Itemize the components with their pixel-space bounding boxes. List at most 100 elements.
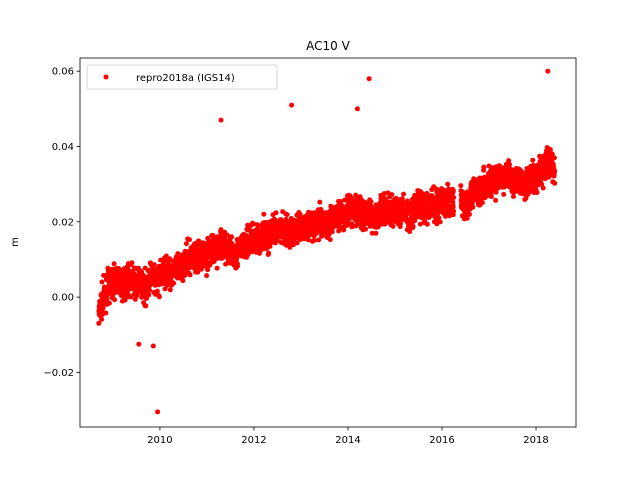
data-point — [235, 263, 240, 269]
data-point — [450, 188, 456, 194]
data-point — [99, 316, 105, 322]
data-point — [218, 227, 224, 233]
data-point — [389, 192, 395, 198]
data-point — [183, 241, 189, 247]
data-point — [507, 161, 512, 167]
data-point — [180, 278, 186, 284]
data-point — [214, 265, 220, 271]
y-tick-label: 0.04 — [52, 142, 74, 153]
data-point — [467, 211, 472, 217]
data-point — [171, 280, 177, 286]
legend-label: repro2018a (IGS14) — [136, 73, 235, 84]
data-point — [274, 237, 280, 243]
data-point — [488, 194, 494, 200]
data-point — [163, 253, 169, 259]
data-points-layer — [96, 68, 558, 415]
data-point — [316, 237, 322, 243]
data-point — [445, 181, 451, 187]
y-tick-label: −0.02 — [43, 368, 74, 379]
outlier-point — [545, 68, 551, 74]
data-point — [229, 234, 235, 240]
outlier-point — [289, 102, 295, 108]
data-point — [552, 180, 558, 186]
data-point — [104, 297, 110, 303]
data-point — [540, 185, 546, 191]
x-tick-label: 2012 — [241, 435, 266, 446]
data-point — [481, 164, 487, 170]
data-point — [329, 229, 335, 235]
legend-marker — [103, 74, 109, 80]
data-point — [99, 279, 105, 285]
data-point — [103, 310, 109, 316]
data-point — [305, 237, 311, 243]
data-point — [96, 320, 102, 326]
data-point — [551, 155, 557, 161]
x-tick-label: 2016 — [429, 435, 454, 446]
data-point — [530, 157, 536, 163]
outlier-point — [366, 76, 372, 82]
y-tick-label: 0.02 — [52, 217, 74, 228]
data-point — [273, 210, 279, 216]
data-point — [317, 199, 323, 205]
data-point — [451, 208, 457, 214]
data-point — [261, 211, 267, 217]
data-point — [501, 191, 507, 197]
data-point — [349, 195, 354, 201]
data-point — [106, 300, 112, 306]
data-point — [187, 272, 193, 278]
data-point — [167, 256, 173, 262]
data-point — [373, 230, 379, 236]
data-point — [111, 261, 117, 267]
outlier-point — [150, 343, 156, 349]
data-point — [284, 212, 290, 218]
x-tick-label: 2010 — [147, 435, 172, 446]
data-point — [327, 237, 333, 243]
data-point — [390, 223, 396, 229]
data-point — [479, 200, 485, 206]
data-point — [147, 287, 153, 293]
data-point — [100, 305, 106, 311]
data-point — [154, 288, 160, 294]
data-point — [401, 191, 406, 197]
y-axis-label: m — [10, 237, 21, 247]
data-point — [341, 226, 347, 232]
data-point — [451, 195, 457, 200]
data-point — [205, 267, 211, 273]
data-point — [128, 294, 134, 300]
data-point — [266, 250, 272, 256]
data-point — [156, 294, 162, 300]
data-point — [410, 223, 416, 229]
data-point — [493, 197, 499, 203]
data-point — [437, 219, 443, 225]
data-point — [207, 262, 213, 268]
data-point — [212, 239, 218, 245]
data-point — [175, 251, 181, 257]
data-point — [363, 226, 368, 232]
data-point — [195, 269, 201, 275]
legend: repro2018a (IGS14) — [86, 64, 278, 90]
x-tick-label: 2014 — [335, 435, 360, 446]
data-point — [450, 204, 456, 210]
data-point — [112, 297, 118, 303]
data-point — [458, 183, 464, 189]
data-point — [311, 237, 317, 243]
data-point — [436, 215, 442, 221]
y-tick-label: 0.00 — [52, 293, 74, 304]
outlier-point — [155, 409, 161, 415]
data-point — [424, 221, 430, 227]
data-point — [547, 147, 553, 153]
data-point — [534, 190, 540, 195]
x-tick-label: 2018 — [523, 435, 548, 446]
y-tick-label: 0.06 — [52, 67, 74, 78]
data-point — [182, 272, 188, 278]
data-point — [368, 199, 374, 205]
outlier-point — [354, 106, 360, 112]
outlier-point — [136, 341, 142, 347]
data-point — [204, 273, 210, 279]
data-point — [161, 259, 167, 264]
data-point — [151, 262, 157, 268]
chart-title: AC10 V — [306, 39, 350, 53]
data-point — [267, 243, 273, 249]
data-point — [143, 303, 149, 309]
